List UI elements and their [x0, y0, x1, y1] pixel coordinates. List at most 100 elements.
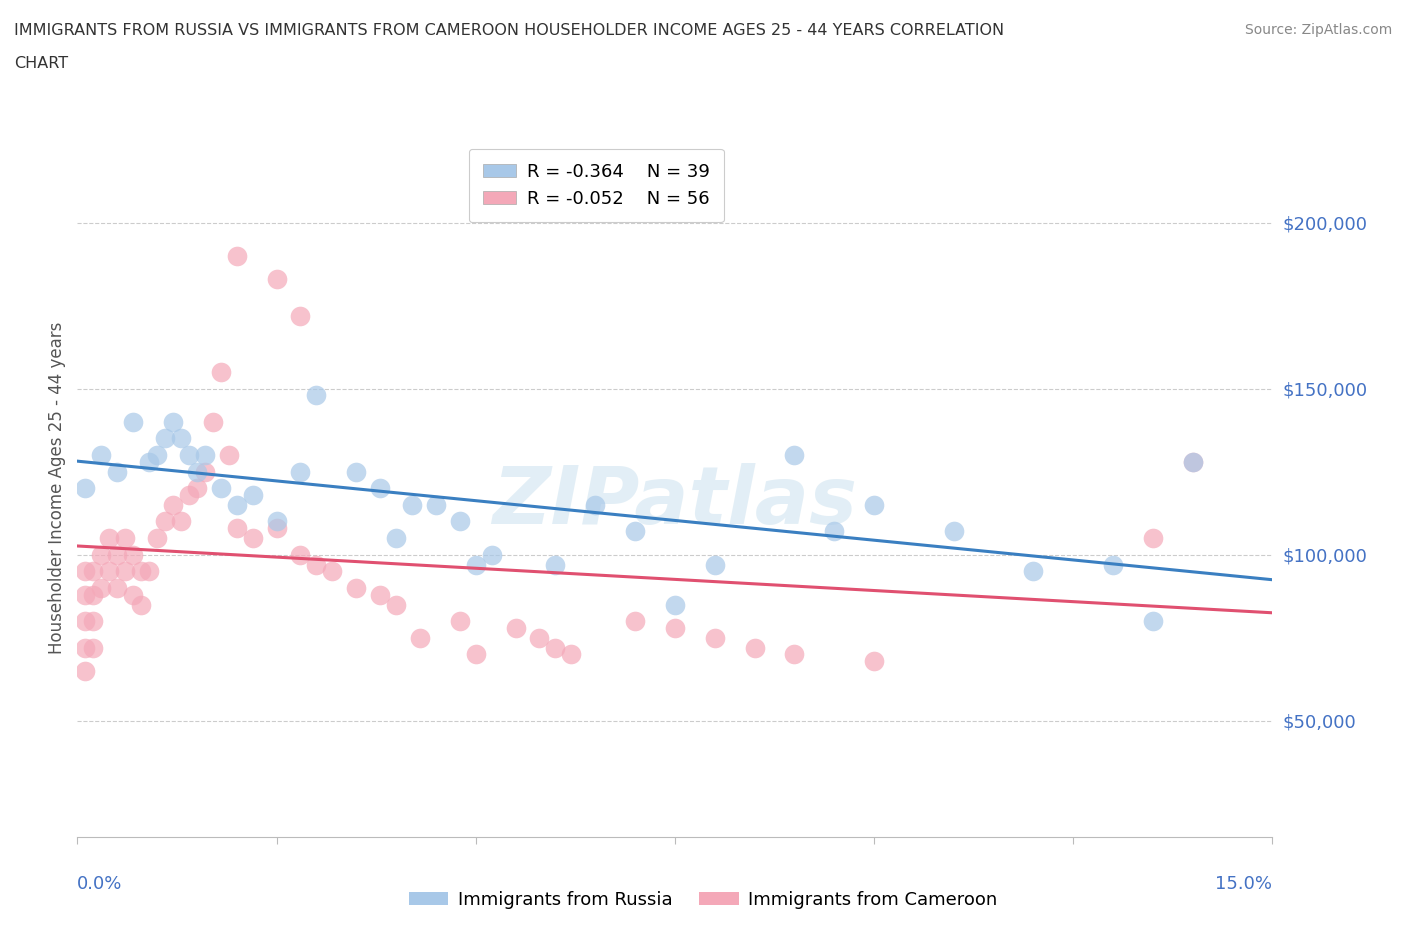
- Point: [368, 587, 391, 602]
- Point: [82, 564, 104, 578]
- Point: [138, 454, 160, 469]
- Point: [409, 631, 432, 645]
- Point: [122, 587, 145, 602]
- Point: [744, 640, 766, 655]
- Point: [90, 580, 112, 595]
- Point: [583, 498, 606, 512]
- Point: [90, 547, 112, 562]
- Point: [98, 531, 121, 546]
- Point: [138, 564, 160, 578]
- Point: [783, 447, 806, 462]
- Point: [218, 447, 240, 462]
- Point: [194, 464, 217, 479]
- Point: [449, 514, 471, 529]
- Point: [505, 620, 527, 635]
- Point: [481, 547, 503, 562]
- Text: 0.0%: 0.0%: [77, 875, 122, 894]
- Point: [225, 248, 247, 263]
- Point: [129, 597, 152, 612]
- Point: [1181, 454, 1204, 469]
- Point: [290, 464, 312, 479]
- Point: [75, 587, 97, 602]
- Point: [122, 547, 145, 562]
- Point: [153, 431, 176, 445]
- Point: [624, 524, 647, 538]
- Text: IMMIGRANTS FROM RUSSIA VS IMMIGRANTS FROM CAMEROON HOUSEHOLDER INCOME AGES 25 - : IMMIGRANTS FROM RUSSIA VS IMMIGRANTS FRO…: [14, 23, 1004, 38]
- Point: [942, 524, 965, 538]
- Point: [105, 580, 128, 595]
- Point: [703, 631, 725, 645]
- Point: [305, 557, 328, 572]
- Legend: Immigrants from Russia, Immigrants from Cameroon: Immigrants from Russia, Immigrants from …: [402, 884, 1004, 916]
- Point: [209, 365, 232, 379]
- Point: [75, 481, 97, 496]
- Point: [305, 388, 328, 403]
- Point: [385, 531, 408, 546]
- Text: CHART: CHART: [14, 56, 67, 71]
- Point: [863, 498, 886, 512]
- Point: [1142, 531, 1164, 546]
- Point: [266, 272, 288, 286]
- Point: [863, 654, 886, 669]
- Point: [385, 597, 408, 612]
- Point: [170, 514, 193, 529]
- Point: [146, 531, 169, 546]
- Point: [209, 481, 232, 496]
- Point: [75, 640, 97, 655]
- Point: [544, 557, 567, 572]
- Point: [449, 614, 471, 629]
- Point: [129, 564, 152, 578]
- Point: [529, 631, 551, 645]
- Point: [90, 447, 112, 462]
- Point: [242, 531, 264, 546]
- Point: [1142, 614, 1164, 629]
- Point: [1181, 454, 1204, 469]
- Legend: R = -0.364    N = 39, R = -0.052    N = 56: R = -0.364 N = 39, R = -0.052 N = 56: [468, 149, 724, 222]
- Point: [82, 640, 104, 655]
- Point: [225, 498, 247, 512]
- Point: [75, 663, 97, 678]
- Point: [194, 447, 217, 462]
- Point: [98, 564, 121, 578]
- Point: [290, 308, 312, 323]
- Point: [321, 564, 343, 578]
- Point: [544, 640, 567, 655]
- Point: [344, 464, 367, 479]
- Text: 15.0%: 15.0%: [1215, 875, 1272, 894]
- Point: [82, 587, 104, 602]
- Point: [105, 464, 128, 479]
- Point: [1102, 557, 1125, 572]
- Point: [823, 524, 845, 538]
- Point: [624, 614, 647, 629]
- Point: [201, 415, 224, 430]
- Point: [703, 557, 725, 572]
- Point: [368, 481, 391, 496]
- Point: [153, 514, 176, 529]
- Point: [186, 481, 208, 496]
- Point: [75, 564, 97, 578]
- Point: [146, 447, 169, 462]
- Point: [162, 498, 184, 512]
- Point: [266, 521, 288, 536]
- Point: [105, 547, 128, 562]
- Point: [560, 647, 582, 662]
- Point: [186, 464, 208, 479]
- Point: [344, 580, 367, 595]
- Point: [75, 614, 97, 629]
- Point: [122, 415, 145, 430]
- Point: [242, 487, 264, 502]
- Point: [464, 557, 486, 572]
- Point: [266, 514, 288, 529]
- Y-axis label: Householder Income Ages 25 - 44 years: Householder Income Ages 25 - 44 years: [48, 322, 66, 655]
- Point: [114, 564, 136, 578]
- Point: [401, 498, 423, 512]
- Point: [1022, 564, 1045, 578]
- Point: [170, 431, 193, 445]
- Point: [162, 415, 184, 430]
- Text: ZIPatlas: ZIPatlas: [492, 463, 858, 541]
- Point: [664, 597, 686, 612]
- Point: [177, 447, 200, 462]
- Point: [425, 498, 447, 512]
- Point: [290, 547, 312, 562]
- Point: [225, 521, 247, 536]
